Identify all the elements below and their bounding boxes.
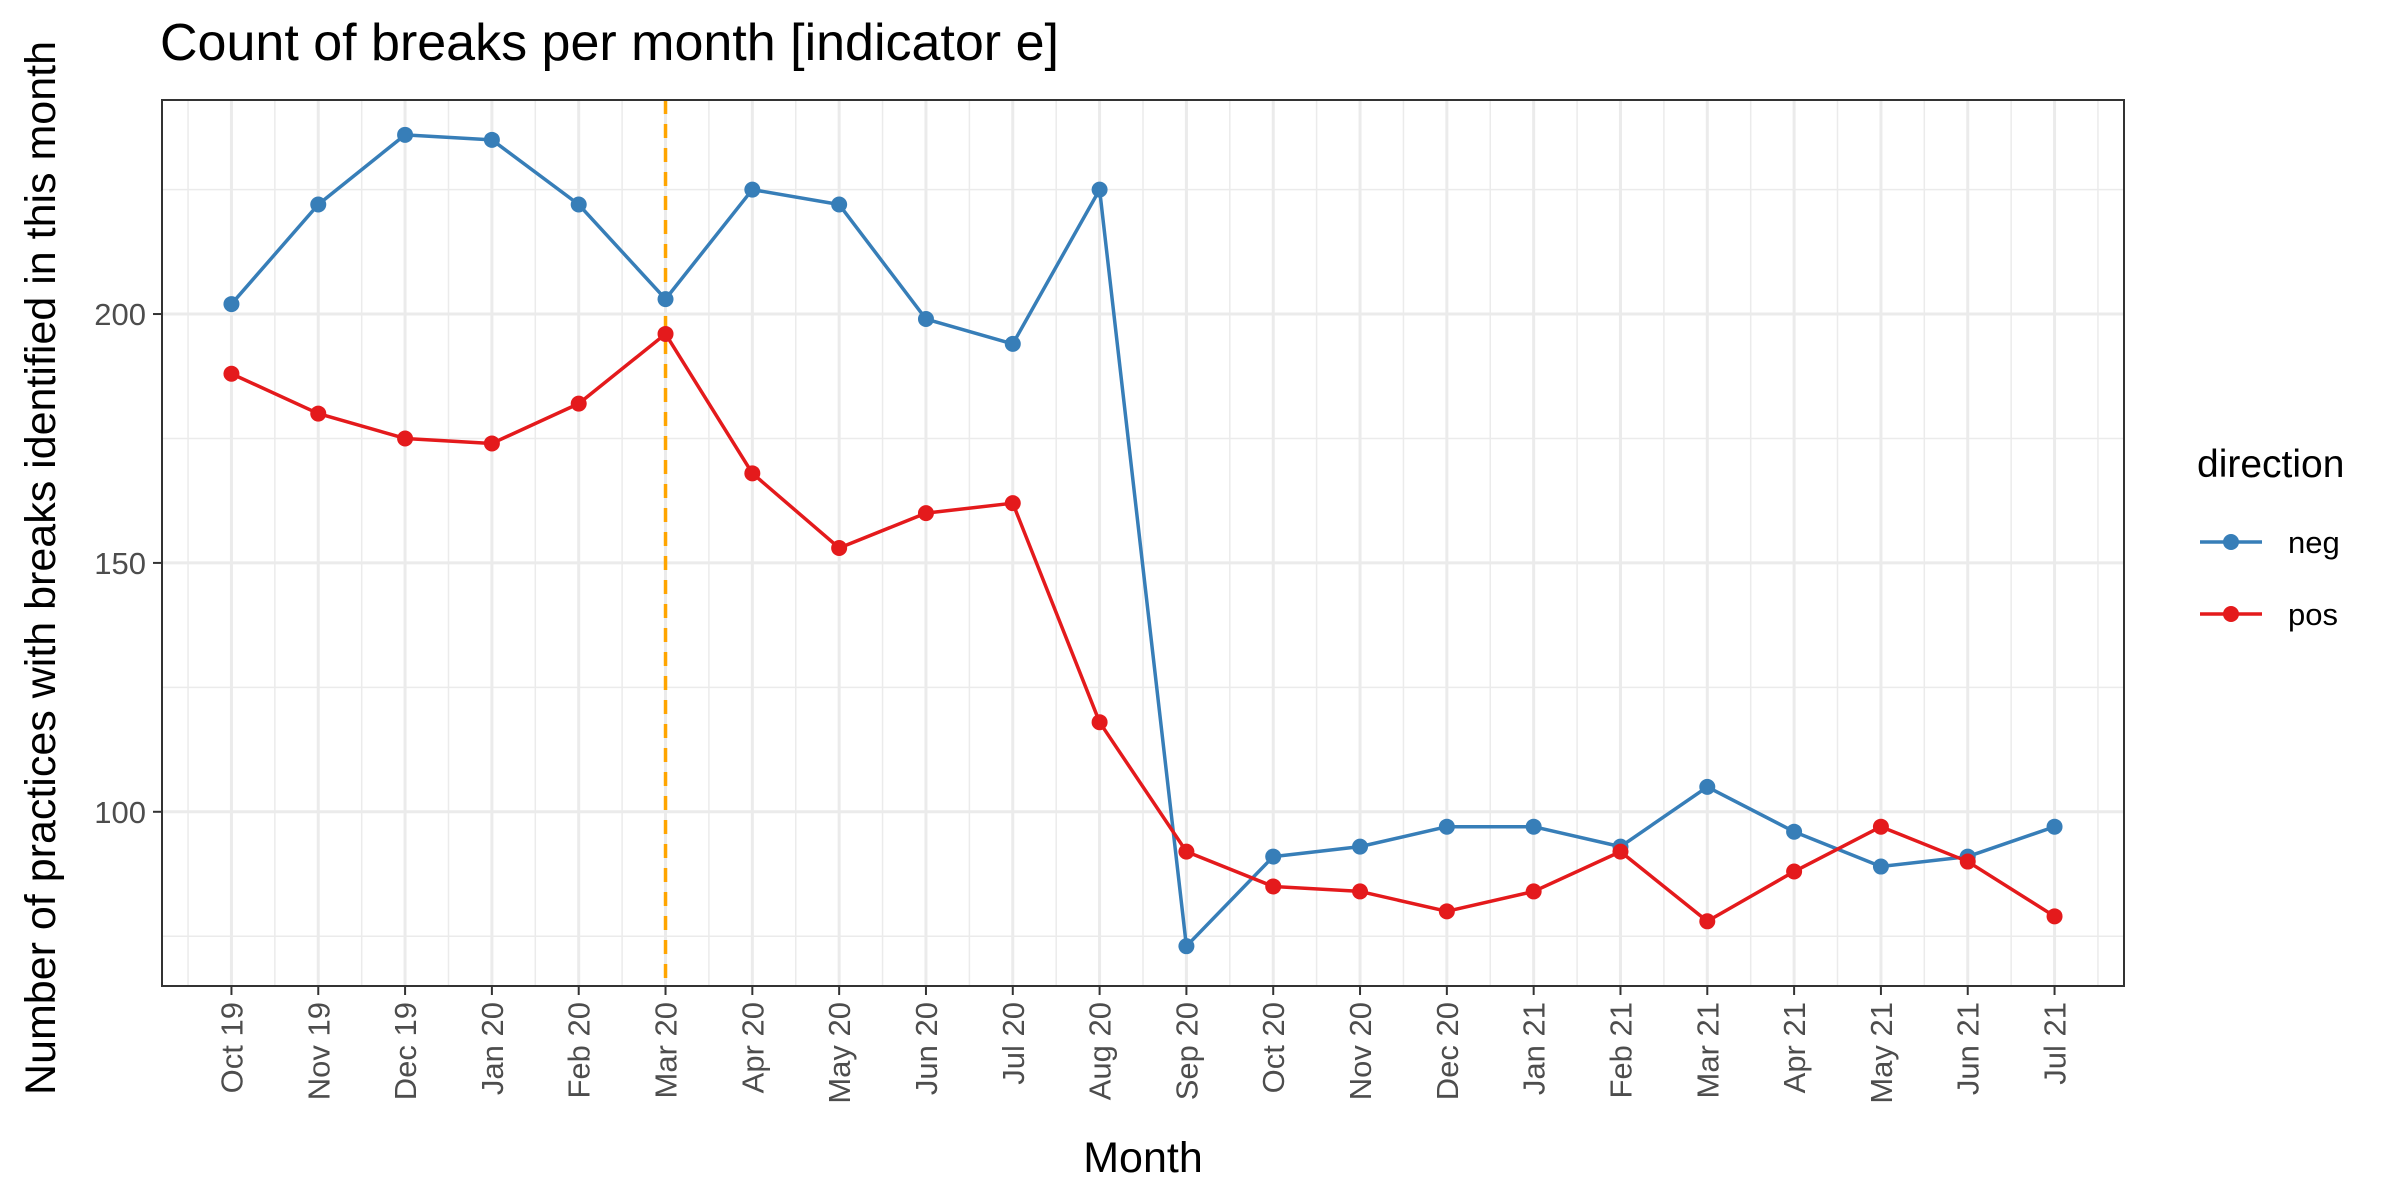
x-tick-label: Oct 20 <box>1256 1002 1291 1093</box>
data-point-pos <box>831 539 848 556</box>
data-point-pos <box>1959 853 1976 870</box>
x-tick-label: Aug 20 <box>1083 1002 1118 1100</box>
data-point-neg <box>1178 938 1195 955</box>
data-point-pos <box>310 405 327 422</box>
data-point-neg <box>1091 181 1108 198</box>
axis-ticks: 100 150 200 Oct 19 Nov 19 Dec 19 Jan 20 Feb 20 M… <box>94 297 2072 1104</box>
data-point-pos <box>570 395 587 412</box>
x-tick-label: Dec 19 <box>388 1002 423 1100</box>
data-point-pos <box>1872 818 1889 835</box>
x-tick-label: Feb 21 <box>1603 1002 1638 1099</box>
data-point-pos <box>744 465 761 482</box>
x-tick-label: Apr 21 <box>1777 1002 1812 1093</box>
y-tick-label: 150 <box>94 546 146 581</box>
x-tick-label: Jan 21 <box>1517 1002 1552 1095</box>
data-point-neg <box>917 311 934 328</box>
series-line-neg <box>230 133 2056 948</box>
data-point-neg <box>483 131 500 148</box>
grid <box>162 100 2124 986</box>
data-point-pos <box>1178 843 1195 860</box>
data-point-neg <box>1699 778 1716 795</box>
x-tick-label: May 20 <box>822 1002 857 1104</box>
data-point-pos <box>1091 714 1108 731</box>
data-point-pos <box>1699 913 1716 930</box>
data-point-neg <box>570 196 587 213</box>
legend-label-pos: pos <box>2288 597 2338 632</box>
x-tick-label: Nov 20 <box>1343 1002 1378 1100</box>
y-axis-title: Number of practices with breaks identifi… <box>17 41 65 1095</box>
series-group <box>223 126 2063 955</box>
x-tick-label: Jul 21 <box>2038 1002 2073 1085</box>
data-point-neg <box>1265 848 1282 865</box>
x-tick-label: Dec 20 <box>1430 1002 1465 1100</box>
chart-title: Count of breaks per month [indicator e] <box>160 14 1059 72</box>
data-point-neg <box>831 196 848 213</box>
legend-key-point-neg <box>2223 534 2239 550</box>
data-point-pos <box>1525 883 1542 900</box>
x-tick-label: Mar 21 <box>1690 1002 1725 1098</box>
x-axis-title: Month <box>1083 1134 1203 1182</box>
x-tick-label: Nov 19 <box>301 1002 336 1100</box>
data-point-pos <box>657 325 674 342</box>
legend-key-point-pos <box>2223 606 2239 622</box>
legend-label-neg: neg <box>2288 525 2340 560</box>
y-tick-label: 100 <box>94 795 146 830</box>
x-tick-label: Apr 20 <box>735 1002 770 1093</box>
data-point-neg <box>2046 818 2063 835</box>
data-point-pos <box>223 365 240 382</box>
data-point-pos <box>917 505 934 522</box>
data-point-neg <box>397 126 414 143</box>
data-point-neg <box>657 291 674 308</box>
data-point-neg <box>1786 823 1803 840</box>
x-tick-label: Jul 20 <box>996 1002 1031 1085</box>
data-point-pos <box>1004 495 1021 512</box>
x-tick-label: Feb 20 <box>562 1002 597 1099</box>
data-point-pos <box>1265 878 1282 895</box>
data-point-neg <box>1525 818 1542 835</box>
x-tick-label: Sep 20 <box>1169 1002 1204 1100</box>
y-tick-label: 200 <box>94 297 146 332</box>
x-tick-label: Oct 19 <box>214 1002 249 1093</box>
x-tick-label: Mar 20 <box>649 1002 684 1098</box>
data-point-neg <box>310 196 327 213</box>
data-point-pos <box>397 430 414 447</box>
x-tick-label: Jun 20 <box>909 1002 944 1095</box>
data-point-neg <box>223 296 240 313</box>
data-point-pos <box>1612 843 1629 860</box>
data-point-pos <box>2046 908 2063 925</box>
data-point-neg <box>1004 335 1021 352</box>
data-point-pos <box>1438 903 1455 920</box>
data-point-neg <box>1438 818 1455 835</box>
data-point-pos <box>1352 883 1369 900</box>
data-point-pos <box>483 435 500 452</box>
plot-panel-border <box>161 99 2125 987</box>
x-tick-label: Jun 21 <box>1951 1002 1986 1095</box>
series-line-pos <box>230 332 2056 924</box>
x-tick-label: May 21 <box>1864 1002 1899 1104</box>
data-point-pos <box>1786 863 1803 880</box>
legend-title: direction <box>2197 443 2344 486</box>
x-tick-label: Jan 20 <box>475 1002 510 1095</box>
data-point-neg <box>1352 838 1369 855</box>
data-point-neg <box>744 181 761 198</box>
data-point-neg <box>1872 858 1889 875</box>
legend: neg pos <box>2200 525 2340 632</box>
